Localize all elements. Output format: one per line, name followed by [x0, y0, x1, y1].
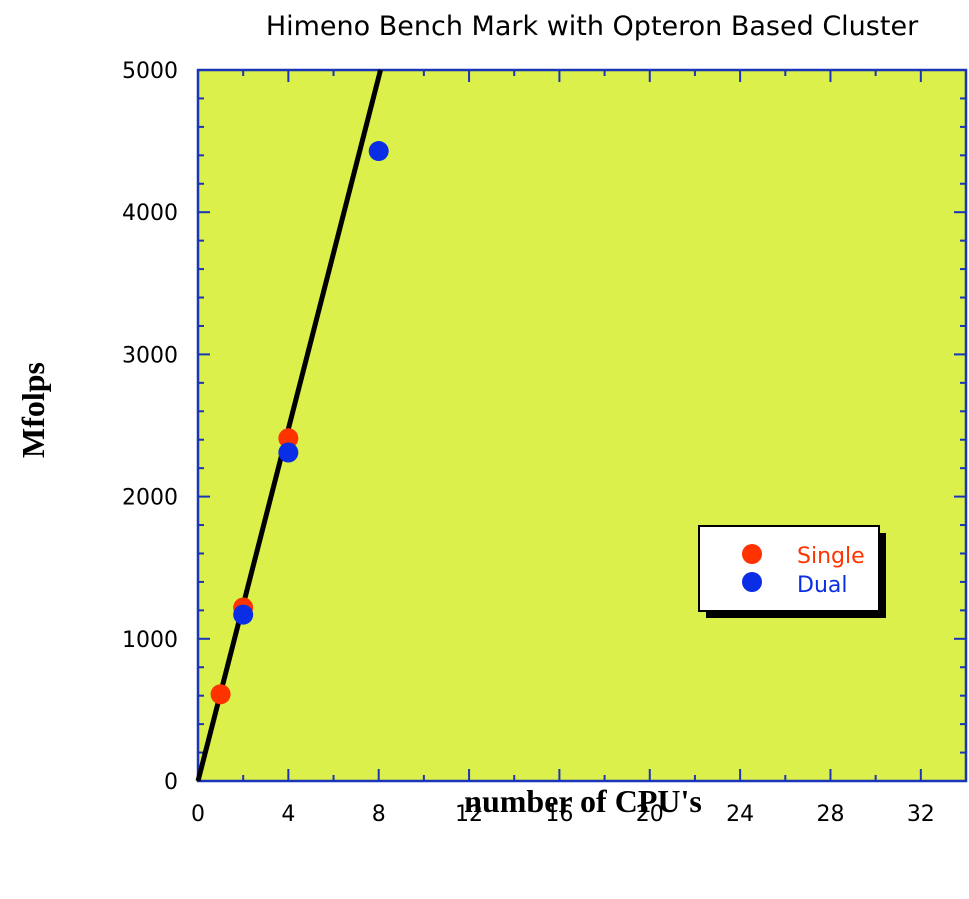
x-tick-label: 20: [636, 802, 664, 827]
chart-title: Himeno Bench Mark with Opteron Based Clu…: [266, 11, 919, 42]
x-tick-label: 8: [372, 802, 386, 827]
legend-label-single: Single: [797, 544, 865, 569]
y-tick-label: 4000: [122, 201, 178, 226]
data-point-dual: [368, 141, 389, 162]
legend: Single Dual: [698, 525, 886, 618]
x-tick-label: 4: [281, 802, 295, 827]
x-tick-label: 28: [816, 802, 844, 827]
data-points: [210, 141, 389, 705]
x-axis-tick-labels: 0 4 8 12 16 20 24 28 32: [191, 802, 935, 827]
y-tick-label: 1000: [122, 628, 178, 653]
y-tick-label: 0: [164, 770, 178, 795]
data-point-single: [278, 428, 299, 449]
data-point-dual: [233, 604, 254, 625]
x-axis-label: number of CPU's: [464, 783, 702, 819]
legend-marker-dual: [742, 572, 762, 592]
y-tick-label: 2000: [122, 486, 178, 511]
x-tick-label: 32: [907, 802, 935, 827]
x-tick-label: 0: [191, 802, 205, 827]
reference-line: [195, 69, 383, 782]
legend-label-dual: Dual: [797, 573, 847, 598]
y-tick-label: 5000: [122, 59, 178, 84]
x-tick-label: 24: [726, 802, 754, 827]
legend-marker-single: [742, 544, 762, 564]
y-axis-label: Mfolps: [15, 362, 51, 458]
y-axis-tick-labels: 0 1000 2000 3000 4000 5000: [122, 59, 178, 795]
data-point-single: [210, 684, 231, 705]
data-point-dual: [278, 442, 299, 463]
plot-area: [196, 68, 968, 783]
y-tick-label: 3000: [122, 343, 178, 368]
x-tick-label: 12: [455, 802, 483, 827]
x-tick-label: 16: [545, 802, 573, 827]
